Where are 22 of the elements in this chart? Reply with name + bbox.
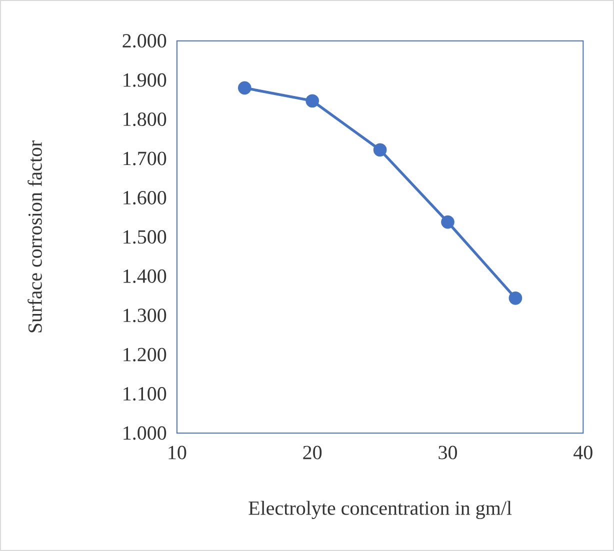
x-axis-title: Electrolyte concentration in gm/l <box>248 500 512 520</box>
y-tick-label: 1.400 <box>124 269 166 284</box>
y-tick-label: 1.700 <box>124 152 166 166</box>
y-tick-label: 1.300 <box>124 308 166 322</box>
y-tick-label: 1.500 <box>124 230 166 244</box>
point <box>373 143 387 157</box>
y-tick-label: 1.200 <box>124 348 166 362</box>
point <box>238 81 252 95</box>
y-tick-label: 2.000 <box>122 34 166 48</box>
y-tick-label: 1.600 <box>124 190 166 205</box>
y-axis-title: Surface corrosion factor <box>28 140 42 332</box>
point <box>508 291 522 305</box>
x-tick-label: 40 <box>574 446 592 460</box>
x-tick-label: 10 <box>168 446 186 460</box>
point <box>306 94 320 108</box>
y-tick-label: 1.800 <box>124 112 166 126</box>
y-tick-label: 1.100 <box>124 387 166 401</box>
x-tick-label: 20 <box>303 446 322 460</box>
point <box>441 215 454 229</box>
y-tick-label: 1.900 <box>124 73 166 87</box>
x-tick-label: 30 <box>438 446 457 460</box>
y-tick-label: 1.000 <box>124 426 166 440</box>
